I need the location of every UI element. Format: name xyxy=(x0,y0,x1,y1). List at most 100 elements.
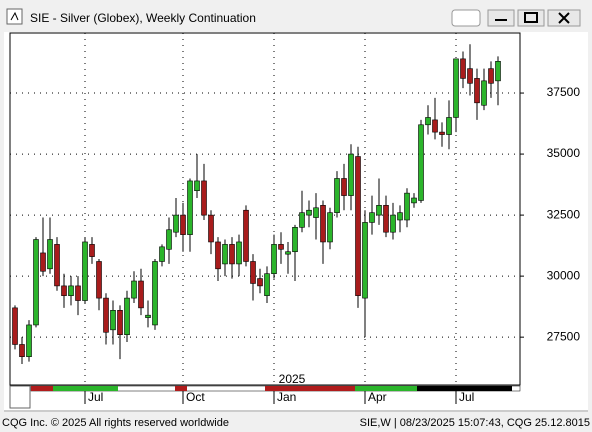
candle-body xyxy=(124,297,130,336)
candle-body xyxy=(460,58,466,79)
candle-body xyxy=(54,244,60,287)
candle-body xyxy=(306,209,312,216)
candle-body xyxy=(250,261,256,284)
candle-body xyxy=(257,278,263,287)
y-tick-label: 37500 xyxy=(547,85,581,99)
candle-body xyxy=(390,214,396,233)
footer-right: SIE,W | 08/23/2025 15:07:43, CQG 25.12.8… xyxy=(360,417,590,429)
candle-body xyxy=(187,180,193,235)
session-segment xyxy=(53,386,118,391)
candle-body xyxy=(278,244,284,250)
candle-body xyxy=(131,280,137,299)
y-tick-label: 32500 xyxy=(547,207,581,221)
candle-body xyxy=(222,244,228,265)
candle-body xyxy=(334,178,340,213)
plot-frame xyxy=(9,32,521,386)
candle-body xyxy=(439,131,445,135)
candle-body xyxy=(292,227,298,253)
candle-body xyxy=(12,307,18,345)
candle-body xyxy=(418,124,424,201)
session-segment xyxy=(417,386,512,391)
candle-body xyxy=(47,239,53,270)
candle-body xyxy=(327,212,333,243)
candle-body xyxy=(33,239,39,326)
candle-body xyxy=(82,241,88,301)
candle-body xyxy=(117,310,123,336)
app-icon-glyph xyxy=(10,11,19,21)
candle-body xyxy=(285,251,291,255)
candle-body xyxy=(166,229,172,250)
candle-body xyxy=(299,212,305,228)
candle-body xyxy=(61,285,67,296)
app-icon xyxy=(6,8,23,25)
candle-body xyxy=(411,197,417,204)
candle-body xyxy=(467,68,473,84)
candle-body xyxy=(404,192,410,221)
candle-body xyxy=(19,344,25,357)
session-segment xyxy=(31,386,53,391)
y-tick-label: 27500 xyxy=(547,329,581,343)
session-segment xyxy=(265,386,355,391)
candle-body xyxy=(138,280,144,309)
candle-body xyxy=(173,214,179,233)
candle-body xyxy=(26,324,32,357)
session-segment xyxy=(355,386,417,391)
candle-body xyxy=(110,310,116,331)
candle-body xyxy=(495,61,501,82)
candle-body xyxy=(425,117,431,126)
candle-body xyxy=(481,80,487,106)
x-tick-label: Oct xyxy=(186,390,205,404)
candle-body xyxy=(453,58,459,118)
candle-body xyxy=(96,261,102,299)
candle-body xyxy=(40,252,46,272)
candle-body xyxy=(75,285,81,301)
candle-body xyxy=(89,244,95,257)
close-glyph xyxy=(558,12,570,24)
corner-box xyxy=(9,385,31,409)
candle-body xyxy=(271,244,277,274)
candle-body xyxy=(103,297,109,333)
candle-body xyxy=(180,214,186,235)
y-tick-label: 35000 xyxy=(547,146,581,160)
candle-body xyxy=(348,153,354,196)
x-tick-label: Jan xyxy=(277,390,296,404)
chart-title: SIE - Silver (Globex), Weekly Continuati… xyxy=(30,11,256,25)
candle-body xyxy=(432,119,438,133)
candle-body xyxy=(236,241,242,265)
y-tick-label: 30000 xyxy=(547,268,581,282)
candle-body xyxy=(474,78,480,104)
candle-body xyxy=(488,68,494,84)
candle-body xyxy=(397,212,403,221)
session-segment xyxy=(175,386,187,391)
candle-body xyxy=(362,222,368,299)
candle-body xyxy=(355,156,361,296)
x-tick-label: Jul xyxy=(88,390,103,404)
maximize-glyph xyxy=(524,12,538,23)
candle-body xyxy=(215,241,221,270)
x-tick-label: Apr xyxy=(368,390,387,404)
link-button[interactable] xyxy=(451,9,481,27)
candle-body xyxy=(320,205,326,243)
candle-body xyxy=(446,117,452,135)
candle-body xyxy=(376,205,382,216)
minimize-button[interactable] xyxy=(487,9,515,27)
candle-body xyxy=(383,205,389,233)
candle-body xyxy=(201,180,207,216)
candle-body xyxy=(208,214,214,243)
candle-body xyxy=(369,212,375,223)
candle-body xyxy=(243,209,249,262)
candle-body xyxy=(194,180,200,191)
footer-left: CQG Inc. © 2025 All rights reserved worl… xyxy=(2,417,229,429)
candle-body xyxy=(68,285,74,296)
candle-body xyxy=(341,178,347,196)
x-tick-label: Jul xyxy=(459,390,474,404)
candle-body xyxy=(313,207,319,218)
candle-body xyxy=(159,246,165,262)
candle-body xyxy=(229,244,235,265)
candle-body xyxy=(145,314,151,318)
year-label: 2025 xyxy=(279,372,306,386)
candle-body xyxy=(264,273,270,296)
candle-body xyxy=(152,261,158,326)
